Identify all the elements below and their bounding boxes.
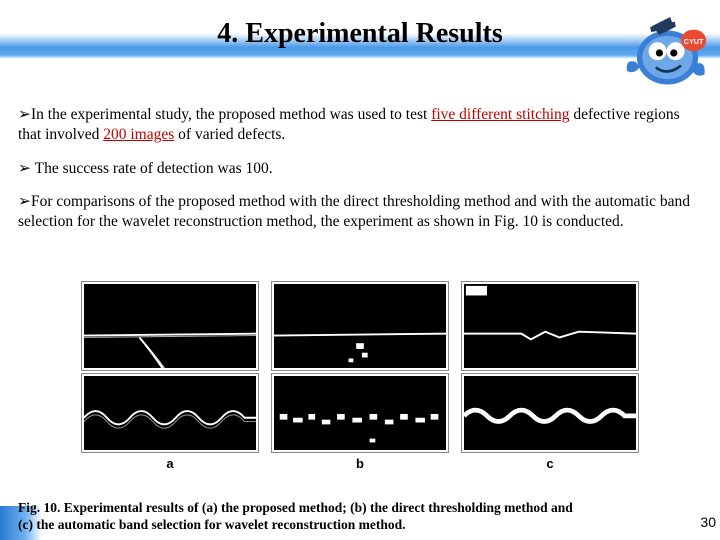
figure-caption: Fig. 10. Experimental results of (a) the…	[18, 500, 680, 534]
fig-label-a: a	[82, 456, 258, 472]
bullet-1-highlight-2: 200 images	[103, 126, 174, 143]
bullet-arrow-icon: ➢	[18, 193, 31, 210]
fig-label-c: c	[462, 456, 638, 472]
bullet-3: ➢For comparisons of the proposed method …	[18, 192, 702, 232]
bullet-1-text-post: of varied defects.	[174, 126, 285, 143]
fig-label-b: b	[272, 456, 448, 472]
page-number: 30	[700, 514, 716, 530]
fig-panel-a-bottom	[82, 374, 258, 452]
bullet-2-text: The success rate of detection was 100.	[31, 160, 273, 177]
content-area: ➢In the experimental study, the proposed…	[18, 105, 702, 246]
caption-line-2: (c) the automatic band selection for wav…	[18, 517, 406, 532]
fig-panel-c-top	[462, 282, 638, 370]
fig-panel-c-bottom	[462, 374, 638, 452]
section-title: 4. Experimental Results	[0, 18, 720, 50]
bullet-1-highlight-1: five different stitching	[431, 106, 569, 123]
bullet-arrow-icon: ➢	[18, 160, 31, 177]
bullet-1-text-pre: In the experimental study, the proposed …	[31, 106, 431, 123]
fig-panel-a-top	[82, 282, 258, 370]
fig-panel-b-top	[272, 282, 448, 370]
bullet-3-text: For comparisons of the proposed method w…	[18, 193, 690, 230]
mascot-logo: CYUT	[618, 8, 708, 98]
bullet-2: ➢ The success rate of detection was 100.	[18, 159, 702, 179]
caption-line-1: Fig. 10. Experimental results of (a) the…	[18, 500, 573, 515]
figure-10: a b c	[82, 282, 638, 477]
bullet-1: ➢In the experimental study, the proposed…	[18, 105, 702, 145]
svg-text:CYUT: CYUT	[684, 37, 704, 46]
fig-panel-b-bottom	[272, 374, 448, 452]
bullet-arrow-icon: ➢	[18, 106, 31, 123]
